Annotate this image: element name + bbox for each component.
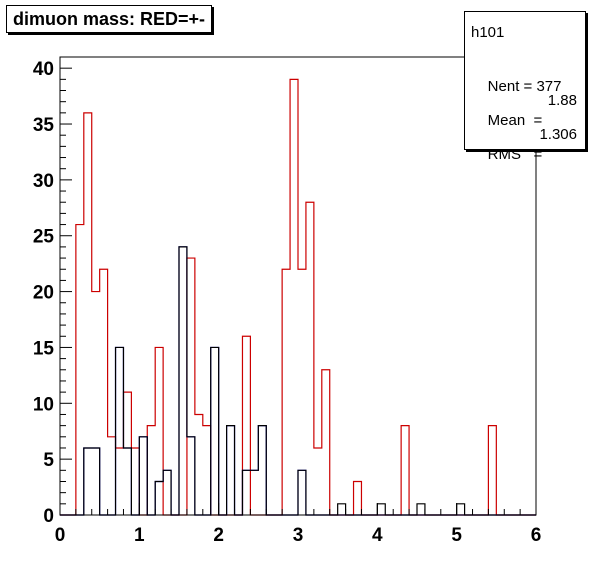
stats-mean-label: Mean = [487,112,547,129]
stats-name: h101 [471,24,505,41]
y-tick-label: 15 [33,338,55,359]
x-tick-label: 5 [451,525,462,546]
stats-rms-value: 1.306 [539,126,577,143]
x-tick-label: 4 [372,525,383,546]
y-tick-label: 40 [33,59,54,80]
stats-entries-label: Nent = [487,78,537,95]
stats-entries-value: 377 [536,78,562,95]
y-tick-label: 35 [33,115,55,136]
x-tick-label: 0 [55,525,66,546]
x-tick-label: 2 [213,525,224,546]
y-tick-label: 25 [33,227,55,248]
y-tick-label: 0 [43,506,54,527]
axes: 0 1 2 3 4 5 6 0 5 10 15 20 25 30 35 40 [33,56,542,546]
y-tick-label: 30 [33,171,54,192]
y-tick-label: 5 [43,450,54,471]
y-tick-label: 20 [33,283,54,304]
stats-rms: RMS = 1.306 [471,125,577,163]
histogram-black-outline [60,246,536,516]
x-tick-label: 1 [134,525,145,546]
x-tick-label: 6 [531,525,542,546]
stats-rms-label: RMS = [487,146,547,163]
histogram-title: dimuon mass: RED=+- [6,5,213,33]
stats-mean-value: 1.88 [547,92,577,109]
stats-box: h101 Nent = 377 Mean = 1.88 RMS = 1.306 [464,11,586,163]
stats-mean: Mean = 1.88 [471,91,577,129]
stats-entries: Nent = 377 [471,57,577,95]
y-tick-label: 10 [33,394,54,415]
x-tick-label: 3 [293,525,304,546]
